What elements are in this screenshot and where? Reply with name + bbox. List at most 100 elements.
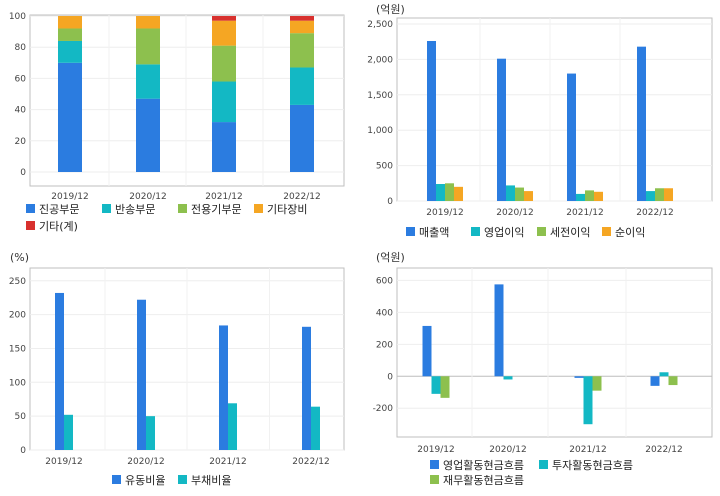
legend-swatch bbox=[26, 221, 35, 230]
x-tick-label: 2019/12 bbox=[51, 192, 88, 202]
legend-label: 재무활동현금흐름 bbox=[443, 473, 524, 487]
bar-반송부문[interactable] bbox=[58, 40, 82, 63]
legend-label: 영업활동현금흐름 bbox=[443, 458, 524, 472]
bar-기타(계)[interactable] bbox=[290, 16, 314, 21]
legend-swatch bbox=[112, 475, 121, 484]
bar-매출액[interactable] bbox=[567, 73, 576, 201]
y-tick-label: 80 bbox=[15, 43, 27, 53]
bar-재무활동현금흐름[interactable] bbox=[440, 376, 450, 398]
chart-4: -200 0 200 400 600 2019/12 2020/12 2021/12 2022/… bbox=[373, 251, 713, 487]
y-tick-label: 200 bbox=[9, 311, 26, 321]
legend-item[interactable]: 세전이익 bbox=[537, 226, 590, 239]
bar-유동비율[interactable] bbox=[302, 326, 311, 450]
bar-반송부문[interactable] bbox=[290, 67, 314, 105]
x-tick-label: 2019/12 bbox=[45, 457, 82, 467]
x-tick-label: 2021/12 bbox=[209, 457, 246, 467]
bar-진공부문[interactable] bbox=[136, 98, 160, 172]
legend-item[interactable]: 재무활동현금흐름 bbox=[430, 473, 524, 487]
legend-item[interactable]: 부채비율 bbox=[178, 474, 231, 487]
bar-영업이익[interactable] bbox=[506, 185, 515, 201]
bar-부채비율[interactable] bbox=[311, 406, 320, 450]
bar-진공부문[interactable] bbox=[290, 104, 314, 172]
legend-item[interactable]: 기타(계) bbox=[26, 220, 78, 233]
bar-영업이익[interactable] bbox=[646, 191, 655, 201]
bar-영업이익[interactable] bbox=[436, 184, 445, 201]
bar-투자활동현금흐름[interactable] bbox=[659, 372, 669, 377]
legend-label: 유동비율 bbox=[125, 474, 165, 487]
bar-전용기부문[interactable] bbox=[212, 45, 236, 82]
bar-영업활동현금흐름[interactable] bbox=[650, 376, 660, 386]
legend-item[interactable]: 영업이익 bbox=[471, 226, 524, 239]
bar-재무활동현금흐름[interactable] bbox=[668, 376, 678, 386]
legend-label: 진공부문 bbox=[39, 203, 79, 216]
bar-투자활동현금흐름[interactable] bbox=[503, 376, 513, 380]
legend-item[interactable]: 반송부문 bbox=[102, 203, 155, 216]
bar-매출액[interactable] bbox=[497, 58, 506, 201]
legend-item[interactable]: 투자활동현금흐름 bbox=[539, 458, 633, 472]
bar-영업활동현금흐름[interactable] bbox=[422, 325, 432, 377]
y-tick-label: 20 bbox=[15, 137, 27, 147]
chart-2: 0 500 1,000 1,500 2,000 2,500 2019/12 2020/12 20… bbox=[367, 3, 713, 239]
bar-기타장비[interactable] bbox=[58, 16, 82, 29]
bar-부채비율[interactable] bbox=[228, 403, 237, 450]
legend-item[interactable]: 유동비율 bbox=[112, 474, 165, 487]
bar-반송부문[interactable] bbox=[136, 64, 160, 99]
bar-순이익[interactable] bbox=[524, 191, 533, 201]
plot-frame bbox=[396, 17, 713, 202]
x-tick-label: 2020/12 bbox=[129, 192, 166, 202]
bar-기타장비[interactable] bbox=[136, 16, 160, 29]
legend-label: 영업이익 bbox=[484, 226, 524, 239]
bar-부채비율[interactable] bbox=[64, 414, 73, 450]
bar-순이익[interactable] bbox=[454, 186, 463, 201]
bar-영업활동현금흐름[interactable] bbox=[574, 376, 584, 378]
bar-반송부문[interactable] bbox=[212, 81, 236, 123]
y-tick-label: 600 bbox=[376, 276, 393, 286]
bar-세전이익[interactable] bbox=[515, 187, 524, 201]
bar-기타장비[interactable] bbox=[290, 20, 314, 34]
bar-부채비율[interactable] bbox=[146, 416, 155, 450]
bar-진공부문[interactable] bbox=[58, 62, 82, 172]
legend-item[interactable]: 매출액 bbox=[406, 226, 449, 239]
bar-세전이익[interactable] bbox=[445, 183, 454, 201]
bar-영업이익[interactable] bbox=[576, 193, 585, 201]
y-tick-label: 400 bbox=[376, 308, 393, 318]
unit-label: (%) bbox=[10, 251, 29, 264]
bar-매출액[interactable] bbox=[427, 40, 436, 201]
bar-전용기부문[interactable] bbox=[136, 28, 160, 65]
bar-세전이익[interactable] bbox=[655, 188, 664, 201]
bar-유동비율[interactable] bbox=[219, 325, 228, 450]
legend-swatch bbox=[537, 227, 546, 236]
legend-swatch bbox=[430, 475, 439, 484]
legend-item[interactable]: 진공부문 bbox=[26, 203, 79, 216]
bar-유동비율[interactable] bbox=[137, 299, 146, 450]
y-tick-label: 1,500 bbox=[367, 91, 393, 101]
bar-유동비율[interactable] bbox=[55, 292, 64, 450]
legend-item[interactable]: 전용기부문 bbox=[178, 203, 242, 216]
legend-item[interactable]: 기타장비 bbox=[254, 203, 307, 216]
legend-item[interactable]: 영업활동현금흐름 bbox=[430, 458, 524, 472]
bar-전용기부문[interactable] bbox=[58, 28, 82, 41]
bar-순이익[interactable] bbox=[594, 191, 603, 201]
bar-기타장비[interactable] bbox=[212, 20, 236, 46]
bar-투자활동현금흐름[interactable] bbox=[583, 376, 593, 425]
legend-label: 기타(계) bbox=[39, 220, 78, 233]
legend-swatch bbox=[178, 475, 187, 484]
legend-swatch bbox=[26, 204, 35, 213]
y-tick-label: 60 bbox=[15, 74, 27, 84]
bar-기타(계)[interactable] bbox=[212, 16, 236, 21]
y-tick-label: -200 bbox=[373, 404, 394, 414]
legend-item[interactable]: 순이익 bbox=[602, 226, 645, 239]
bar-순이익[interactable] bbox=[664, 188, 673, 201]
plot-frame bbox=[396, 267, 713, 438]
bar-영업활동현금흐름[interactable] bbox=[494, 284, 504, 377]
bar-재무활동현금흐름[interactable] bbox=[592, 376, 602, 391]
bar-전용기부문[interactable] bbox=[290, 33, 314, 68]
bar-세전이익[interactable] bbox=[585, 190, 594, 201]
bar-진공부문[interactable] bbox=[212, 122, 236, 172]
y-tick-label: 0 bbox=[20, 446, 26, 456]
bar-투자활동현금흐름[interactable] bbox=[431, 376, 441, 394]
bar-매출액[interactable] bbox=[637, 46, 646, 201]
y-tick-label: 0 bbox=[387, 372, 393, 382]
y-tick-label: 100 bbox=[9, 12, 26, 22]
